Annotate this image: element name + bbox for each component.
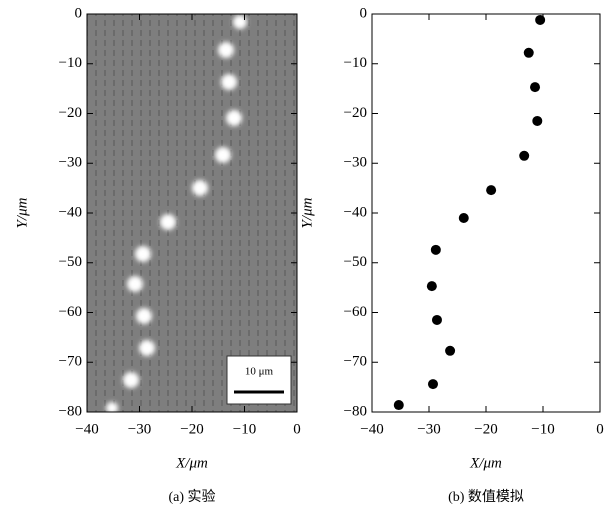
point (430, 244, 441, 255)
y-tick-label: −60 (59, 304, 82, 320)
point (426, 281, 437, 292)
point (523, 47, 534, 58)
caption: (b) 数值模拟 (448, 489, 524, 505)
x-tick-label: −30 (128, 421, 151, 437)
y-tick-label: −20 (344, 105, 367, 121)
point (519, 150, 530, 161)
caption: (a) 实验 (168, 489, 215, 505)
y-axis-label: Y/μm (299, 197, 315, 228)
y-tick-label: −10 (59, 55, 82, 71)
x-tick-label: 0 (293, 421, 301, 437)
x-tick-label: −20 (474, 421, 497, 437)
y-tick-label: −70 (59, 354, 82, 370)
y-tick-label: −50 (344, 254, 367, 270)
y-tick-label: −30 (59, 155, 82, 171)
y-tick-label: 0 (75, 5, 83, 21)
y-tick-label: −70 (344, 354, 367, 370)
y-tick-label: −60 (344, 304, 367, 320)
point (427, 379, 438, 390)
y-tick-label: −30 (344, 155, 367, 171)
point (393, 400, 404, 411)
scale-bar-label: 10 μm (245, 366, 274, 378)
y-tick-label: −10 (344, 55, 367, 71)
x-tick-label: −10 (531, 421, 554, 437)
point (445, 345, 456, 356)
x-tick-label: −40 (360, 421, 383, 437)
y-tick-label: −80 (59, 403, 82, 419)
x-tick-label: −30 (417, 421, 440, 437)
point (486, 185, 497, 196)
y-tick-label: −80 (344, 403, 367, 419)
point (532, 115, 543, 126)
y-tick-label: −40 (344, 204, 367, 220)
y-axis-label: Y/μm (14, 197, 30, 228)
y-tick-label: 0 (360, 5, 368, 21)
x-tick-label: −20 (180, 421, 203, 437)
point (535, 14, 546, 25)
x-axis-label: X/μm (469, 455, 502, 471)
point (458, 212, 469, 223)
y-tick-label: −50 (59, 254, 82, 270)
x-tick-label: 0 (596, 421, 604, 437)
y-tick-label: −20 (59, 105, 82, 121)
axes-frame (371, 13, 601, 413)
x-tick-label: −10 (233, 421, 256, 437)
micrograph: 10 μm (87, 14, 297, 414)
x-axis-label: X/μm (175, 455, 208, 471)
point (530, 82, 541, 93)
x-tick-label: −40 (75, 421, 98, 437)
y-tick-label: −40 (59, 204, 82, 220)
point (431, 314, 442, 325)
